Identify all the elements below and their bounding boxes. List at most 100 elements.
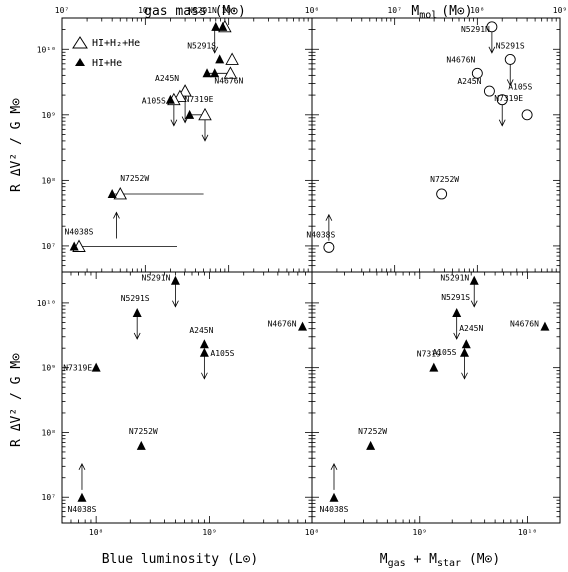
arrowhead (113, 211, 120, 219)
x-tick-label: 10⁹ (553, 6, 567, 15)
arrowhead (211, 46, 219, 54)
filled-triangle-point (202, 68, 212, 78)
point-label: N7252W (358, 427, 387, 436)
open-circle-point (471, 67, 483, 79)
point-label: A105S (142, 97, 166, 106)
top-right-xlabel: Mmol (M⊙) (411, 4, 472, 21)
bottom-ylabel: R ΔV² / G M⊙ (9, 353, 24, 447)
legend: HI+H₂+He HI+He (72, 36, 140, 69)
filled-triangle-point (469, 275, 479, 285)
point-label: N5291N (440, 274, 469, 283)
filled-triangle-point (461, 339, 471, 349)
filled-triangle-point (298, 321, 308, 331)
point-label: N5291S (441, 293, 470, 302)
filled-triangle-point (69, 241, 79, 251)
point-label: A105S (508, 83, 532, 92)
point-label: N7252W (120, 174, 149, 183)
y-tick-label: 10⁹ (42, 364, 56, 373)
open-circle-point (436, 188, 448, 200)
bottom-left-xlabel: Blue luminosity (L⊙) (102, 552, 259, 567)
filled-triangle-point (215, 54, 225, 64)
x-tick-label: 10⁹ (202, 528, 216, 537)
filled-triangle-point (77, 492, 87, 502)
arrowhead (78, 462, 86, 471)
point-label: N4038S (65, 227, 94, 236)
legend-filled-triangle (75, 58, 85, 66)
point-label: N4038S (68, 505, 97, 514)
arrowhead (133, 332, 141, 340)
legend-open-label: HI+H₂+He (92, 38, 140, 49)
point-label: N4038S (306, 230, 335, 239)
arrowhead (201, 134, 209, 142)
arrowhead (172, 300, 179, 308)
y-tick-label: 10¹⁰ (37, 299, 56, 308)
panel-frame-top-left (61, 17, 313, 273)
x-tick-label: 10⁷ (387, 6, 401, 15)
open-circle-point (483, 85, 495, 97)
point-label: N7319E (185, 95, 214, 104)
y-tick-label: 10⁷ (42, 493, 56, 502)
filled-triangle-point (199, 339, 209, 349)
arrowhead (201, 372, 208, 380)
point-label: N5291S (121, 294, 150, 303)
y-tick-label: 10⁸ (42, 176, 56, 185)
filled-triangle-point (540, 321, 550, 331)
y-tick-label: 10¹⁰ (37, 45, 56, 54)
filled-triangle-point (366, 440, 376, 450)
point-label: N7319E (63, 364, 92, 373)
point-label: N4676N (510, 320, 539, 329)
filled-triangle-point (452, 307, 462, 317)
point-label: A245N (459, 324, 483, 333)
x-tick-label: 10⁸ (470, 6, 484, 15)
legend-filled-label: HI+He (92, 58, 122, 69)
x-tick-label: 10⁶ (305, 6, 319, 15)
y-tick-label: 10⁹ (42, 111, 56, 120)
arrowhead (170, 119, 178, 127)
arrowhead (461, 372, 468, 380)
filled-triangle-point (107, 188, 117, 198)
arrowhead (498, 119, 506, 127)
filled-triangle-point (211, 21, 221, 31)
arrowhead (470, 300, 478, 308)
open-circle-point (486, 21, 498, 33)
y-tick-label: 10⁷ (42, 242, 56, 251)
point-label: N5291S (187, 41, 216, 50)
point-label: A245N (155, 74, 179, 83)
filled-triangle-point (199, 347, 209, 357)
open-circle-point (323, 241, 335, 253)
bottom-right-xlabel: Mgas + Mstar (M⊙) (380, 552, 500, 569)
point-label: N7252W (129, 427, 158, 436)
point-label: A245N (457, 77, 481, 86)
x-tick-label: 10¹⁰ (518, 528, 537, 537)
open-circle-point (496, 94, 508, 106)
x-tick-label: 10⁹ (221, 6, 235, 15)
point-label: A105S (210, 349, 234, 358)
filled-triangle-point (185, 109, 195, 119)
x-tick-label: 10⁸ (89, 528, 103, 537)
filled-triangle-point (91, 362, 101, 372)
filled-triangle-point (218, 21, 228, 31)
panel-frames (61, 17, 561, 524)
y-tick-label: 10⁸ (42, 428, 56, 437)
x-tick-label: 10⁸ (138, 6, 152, 15)
filled-triangle-point (429, 362, 439, 372)
filled-triangle-point (460, 347, 470, 357)
chart-marks: 10⁷ 10⁸ 10⁹ 10⁷ 10⁸ 10⁹ 10¹⁰ N5291N N5291S N4676N… (37, 6, 567, 537)
arrowhead (453, 332, 461, 340)
filled-triangle-point (136, 440, 146, 450)
filled-triangle-point (170, 275, 180, 285)
point-label: A245N (189, 326, 213, 335)
open-triangle-point (225, 52, 239, 65)
arrowhead (325, 213, 333, 221)
point-label: N4038S (320, 505, 349, 514)
point-label: N5291N (461, 25, 490, 34)
filled-triangle-point (329, 492, 339, 502)
open-triangle-point (198, 107, 212, 121)
point-label: N4676N (446, 55, 475, 64)
point-label: N5291N (142, 274, 171, 283)
legend-open-triangle (72, 36, 88, 49)
point-label: N5291N (188, 6, 217, 15)
panel-frame-bottom-right (311, 271, 561, 524)
arrowhead (330, 462, 338, 471)
point-label: N5291S (496, 41, 525, 50)
